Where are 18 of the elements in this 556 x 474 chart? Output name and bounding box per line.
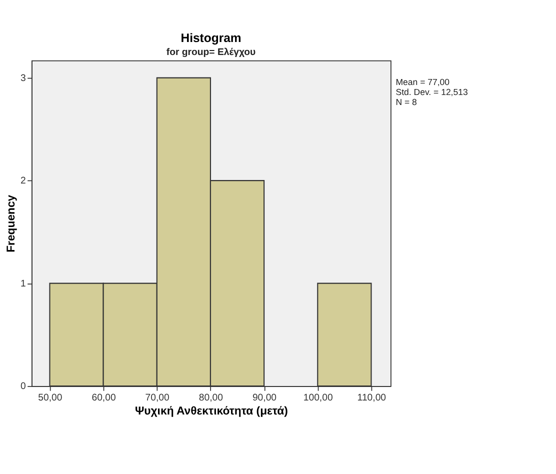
x-tick-label: 110,00: [357, 392, 386, 404]
x-tick-label: 50,00: [38, 392, 62, 404]
x-tick-label: 70,00: [145, 392, 170, 404]
text: Mean = 77,00: [396, 76, 450, 87]
x-tick-label: 60,00: [92, 392, 116, 404]
y-tick-label: 3: [20, 72, 26, 84]
text: Std. Dev. = 12,513: [396, 86, 468, 97]
text: N = 8: [396, 96, 418, 107]
y-tick-label: 2: [20, 176, 26, 187]
x-axis-title: Ψυχική Ανθεκτικότητα (μετά): [134, 406, 288, 418]
y-tick-label: 0: [20, 381, 26, 392]
y-tick-label: 1: [20, 278, 26, 290]
chart-title: Histogram: [180, 30, 242, 45]
x-tick-label: 100,00: [303, 392, 333, 404]
x-tick-label: 90,00: [252, 392, 277, 404]
x-tick-label: 80,00: [198, 392, 223, 404]
chart-subtitle: for group= Ελέγχου: [166, 47, 256, 58]
y-axis-title: Frequency: [5, 194, 18, 252]
